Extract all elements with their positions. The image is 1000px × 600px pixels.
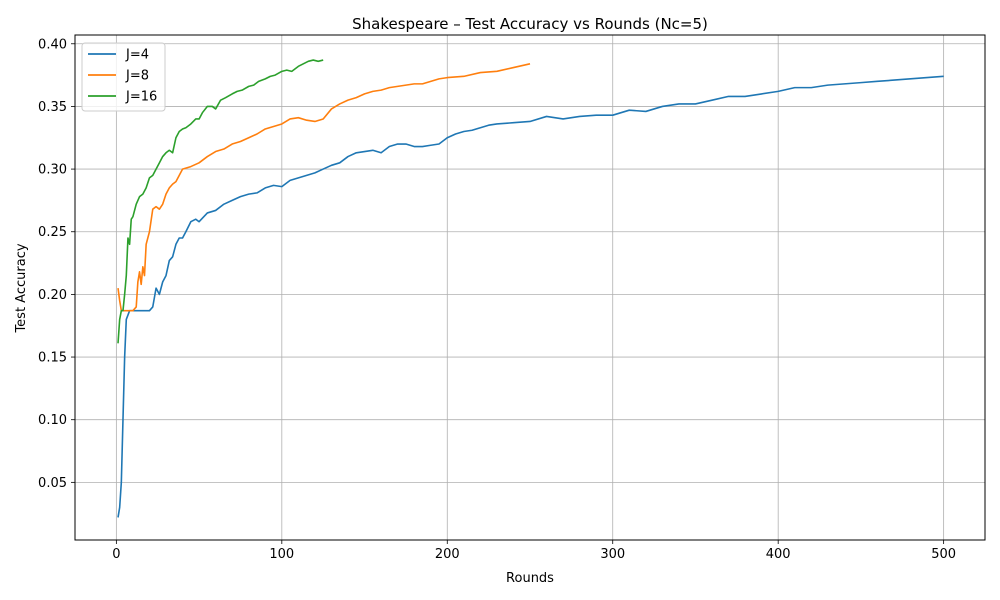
legend-label: J=16 (125, 90, 157, 105)
plot-frame (74, 34, 986, 541)
y-axis-label: Test Accuracy (14, 243, 29, 333)
series-lines (117, 59, 944, 518)
x-tick-label: 300 (600, 547, 625, 562)
grid (75, 35, 985, 540)
series-line-j-8 (117, 63, 531, 312)
series-line-j-4 (117, 75, 944, 518)
legend-label: J=8 (125, 69, 149, 84)
y-tick-label: 0.05 (38, 476, 67, 491)
y-tick-label: 0.15 (38, 351, 67, 366)
y-tick-label: 0.35 (38, 100, 67, 115)
x-axis-ticks: 0 100 200 300 400 500 (112, 540, 956, 562)
chart-title: Shakespeare – Test Accuracy vs Rounds (N… (352, 15, 708, 33)
x-tick-label: 500 (931, 547, 956, 562)
y-axis-ticks: 0.05 0.10 0.15 0.20 0.25 0.30 0.35 0.40 (38, 37, 75, 491)
legend-label: J=4 (125, 48, 149, 63)
x-tick-label: 400 (766, 547, 791, 562)
y-tick-label: 0.25 (38, 225, 67, 240)
series-line-j-16 (117, 59, 324, 344)
legend-box (81, 42, 166, 112)
x-axis-label: Rounds (506, 571, 554, 586)
y-tick-label: 0.10 (38, 413, 67, 428)
x-tick-label: 200 (435, 547, 460, 562)
x-tick-label: 0 (112, 547, 120, 562)
y-tick-label: 0.20 (38, 288, 67, 303)
legend: J=4 J=8 J=16 (81, 42, 166, 112)
y-tick-label: 0.30 (38, 163, 67, 178)
x-tick-label: 100 (269, 547, 294, 562)
y-tick-label: 0.40 (38, 37, 67, 52)
